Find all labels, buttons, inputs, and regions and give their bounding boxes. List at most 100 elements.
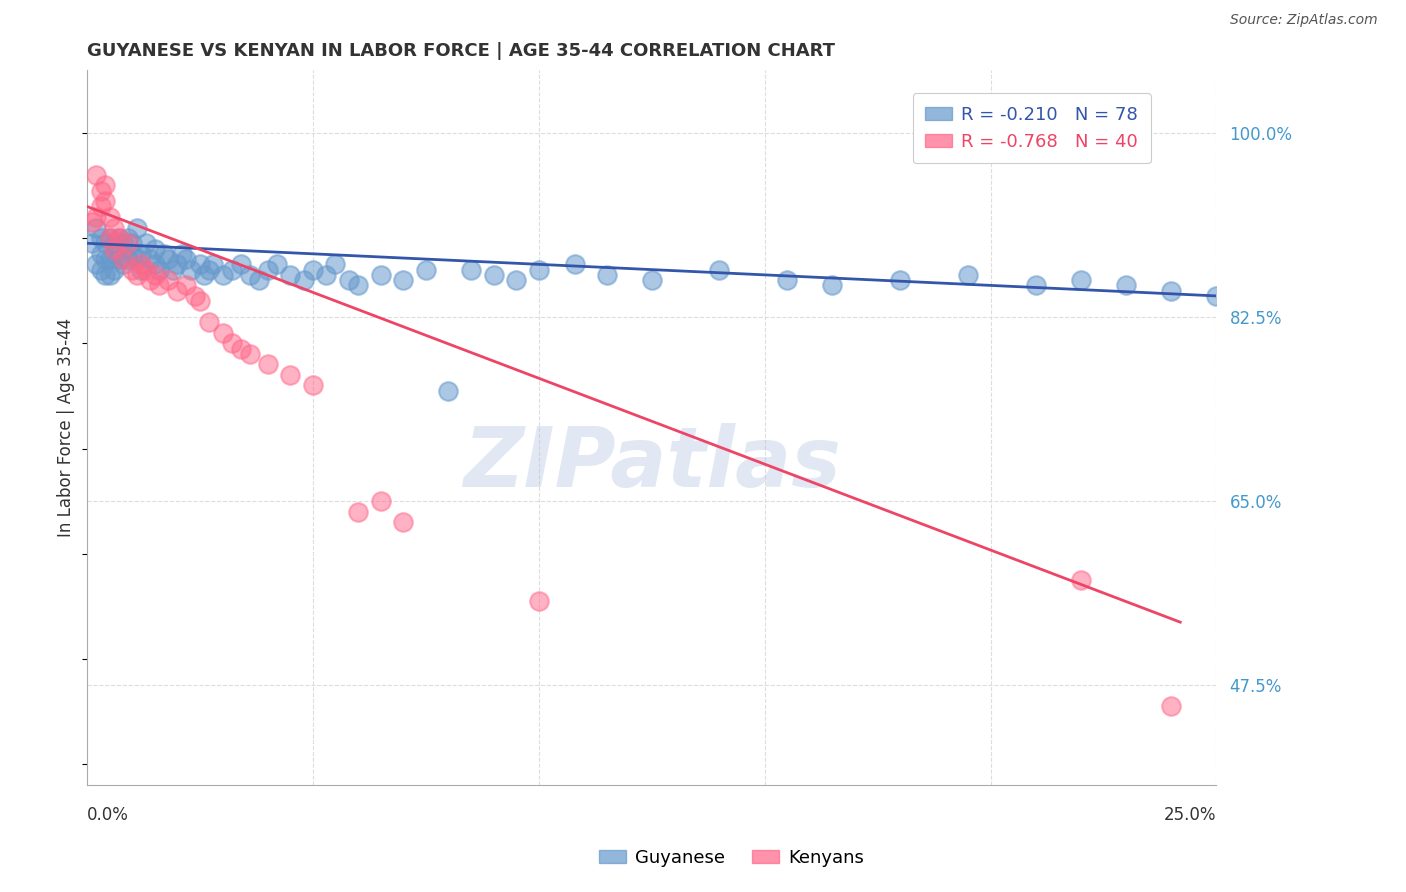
Point xyxy=(1070,573,1092,587)
Point xyxy=(162,262,184,277)
Point xyxy=(1160,284,1182,298)
Point xyxy=(347,505,370,519)
Point xyxy=(256,357,278,371)
Point xyxy=(90,184,112,198)
Point xyxy=(184,289,207,303)
Point xyxy=(347,278,370,293)
Point xyxy=(1205,289,1227,303)
Point xyxy=(278,268,301,282)
Text: 0.0%: 0.0% xyxy=(87,806,129,824)
Point xyxy=(170,247,193,261)
Text: Source: ZipAtlas.com: Source: ZipAtlas.com xyxy=(1230,13,1378,28)
Point xyxy=(392,273,415,287)
Point xyxy=(564,257,586,271)
Point xyxy=(325,257,347,271)
Point xyxy=(1160,699,1182,714)
Point xyxy=(595,268,617,282)
Point xyxy=(103,242,125,256)
Point xyxy=(94,194,117,209)
Point xyxy=(337,273,360,287)
Point xyxy=(135,236,157,251)
Point xyxy=(176,252,198,266)
Y-axis label: In Labor Force | Age 35-44: In Labor Force | Age 35-44 xyxy=(58,318,75,537)
Point xyxy=(180,262,202,277)
Point xyxy=(889,273,911,287)
Point xyxy=(1025,278,1047,293)
Point xyxy=(121,247,143,261)
Point xyxy=(266,257,288,271)
Point xyxy=(157,273,180,287)
Point xyxy=(198,315,221,329)
Point xyxy=(157,252,180,266)
Point xyxy=(193,268,215,282)
Point xyxy=(103,262,125,277)
Point xyxy=(107,231,129,245)
Point xyxy=(188,257,211,271)
Point xyxy=(98,231,121,245)
Point xyxy=(143,242,166,256)
Point xyxy=(90,262,112,277)
Point xyxy=(198,262,221,277)
Point xyxy=(90,247,112,261)
Point xyxy=(84,210,107,224)
Text: 25.0%: 25.0% xyxy=(1164,806,1216,824)
Point xyxy=(229,342,252,356)
Point xyxy=(315,268,337,282)
Point xyxy=(641,273,664,287)
Point xyxy=(302,262,325,277)
Point xyxy=(292,273,315,287)
Point xyxy=(211,268,233,282)
Point xyxy=(239,347,262,361)
Legend: Guyanese, Kenyans: Guyanese, Kenyans xyxy=(592,842,870,874)
Point xyxy=(84,257,107,271)
Point xyxy=(221,336,243,351)
Point xyxy=(80,215,103,229)
Point xyxy=(1115,278,1137,293)
Point xyxy=(103,236,125,251)
Point xyxy=(121,236,143,251)
Point xyxy=(709,262,731,277)
Point xyxy=(117,252,139,266)
Point xyxy=(125,220,148,235)
Point xyxy=(84,168,107,182)
Point xyxy=(117,236,139,251)
Point xyxy=(129,247,152,261)
Point xyxy=(117,231,139,245)
Point xyxy=(112,257,135,271)
Point xyxy=(90,231,112,245)
Point xyxy=(460,262,482,277)
Point xyxy=(370,494,392,508)
Point xyxy=(229,257,252,271)
Point xyxy=(1070,273,1092,287)
Point xyxy=(112,236,135,251)
Point xyxy=(112,252,135,266)
Point xyxy=(437,384,460,398)
Point xyxy=(211,326,233,340)
Point xyxy=(94,268,117,282)
Point xyxy=(188,294,211,309)
Point xyxy=(84,220,107,235)
Point xyxy=(143,268,166,282)
Point xyxy=(956,268,979,282)
Point xyxy=(302,378,325,392)
Point xyxy=(98,210,121,224)
Point xyxy=(139,273,162,287)
Point xyxy=(94,178,117,193)
Point xyxy=(278,368,301,382)
Point xyxy=(247,273,270,287)
Point xyxy=(80,236,103,251)
Point xyxy=(98,252,121,266)
Point xyxy=(107,231,129,245)
Point xyxy=(821,278,844,293)
Point xyxy=(776,273,799,287)
Point xyxy=(143,257,166,271)
Point xyxy=(176,278,198,293)
Text: GUYANESE VS KENYAN IN LABOR FORCE | AGE 35-44 CORRELATION CHART: GUYANESE VS KENYAN IN LABOR FORCE | AGE … xyxy=(87,42,835,60)
Point xyxy=(98,231,121,245)
Point xyxy=(107,252,129,266)
Point xyxy=(152,247,174,261)
Point xyxy=(527,262,550,277)
Point xyxy=(94,236,117,251)
Point xyxy=(370,268,392,282)
Point xyxy=(103,247,125,261)
